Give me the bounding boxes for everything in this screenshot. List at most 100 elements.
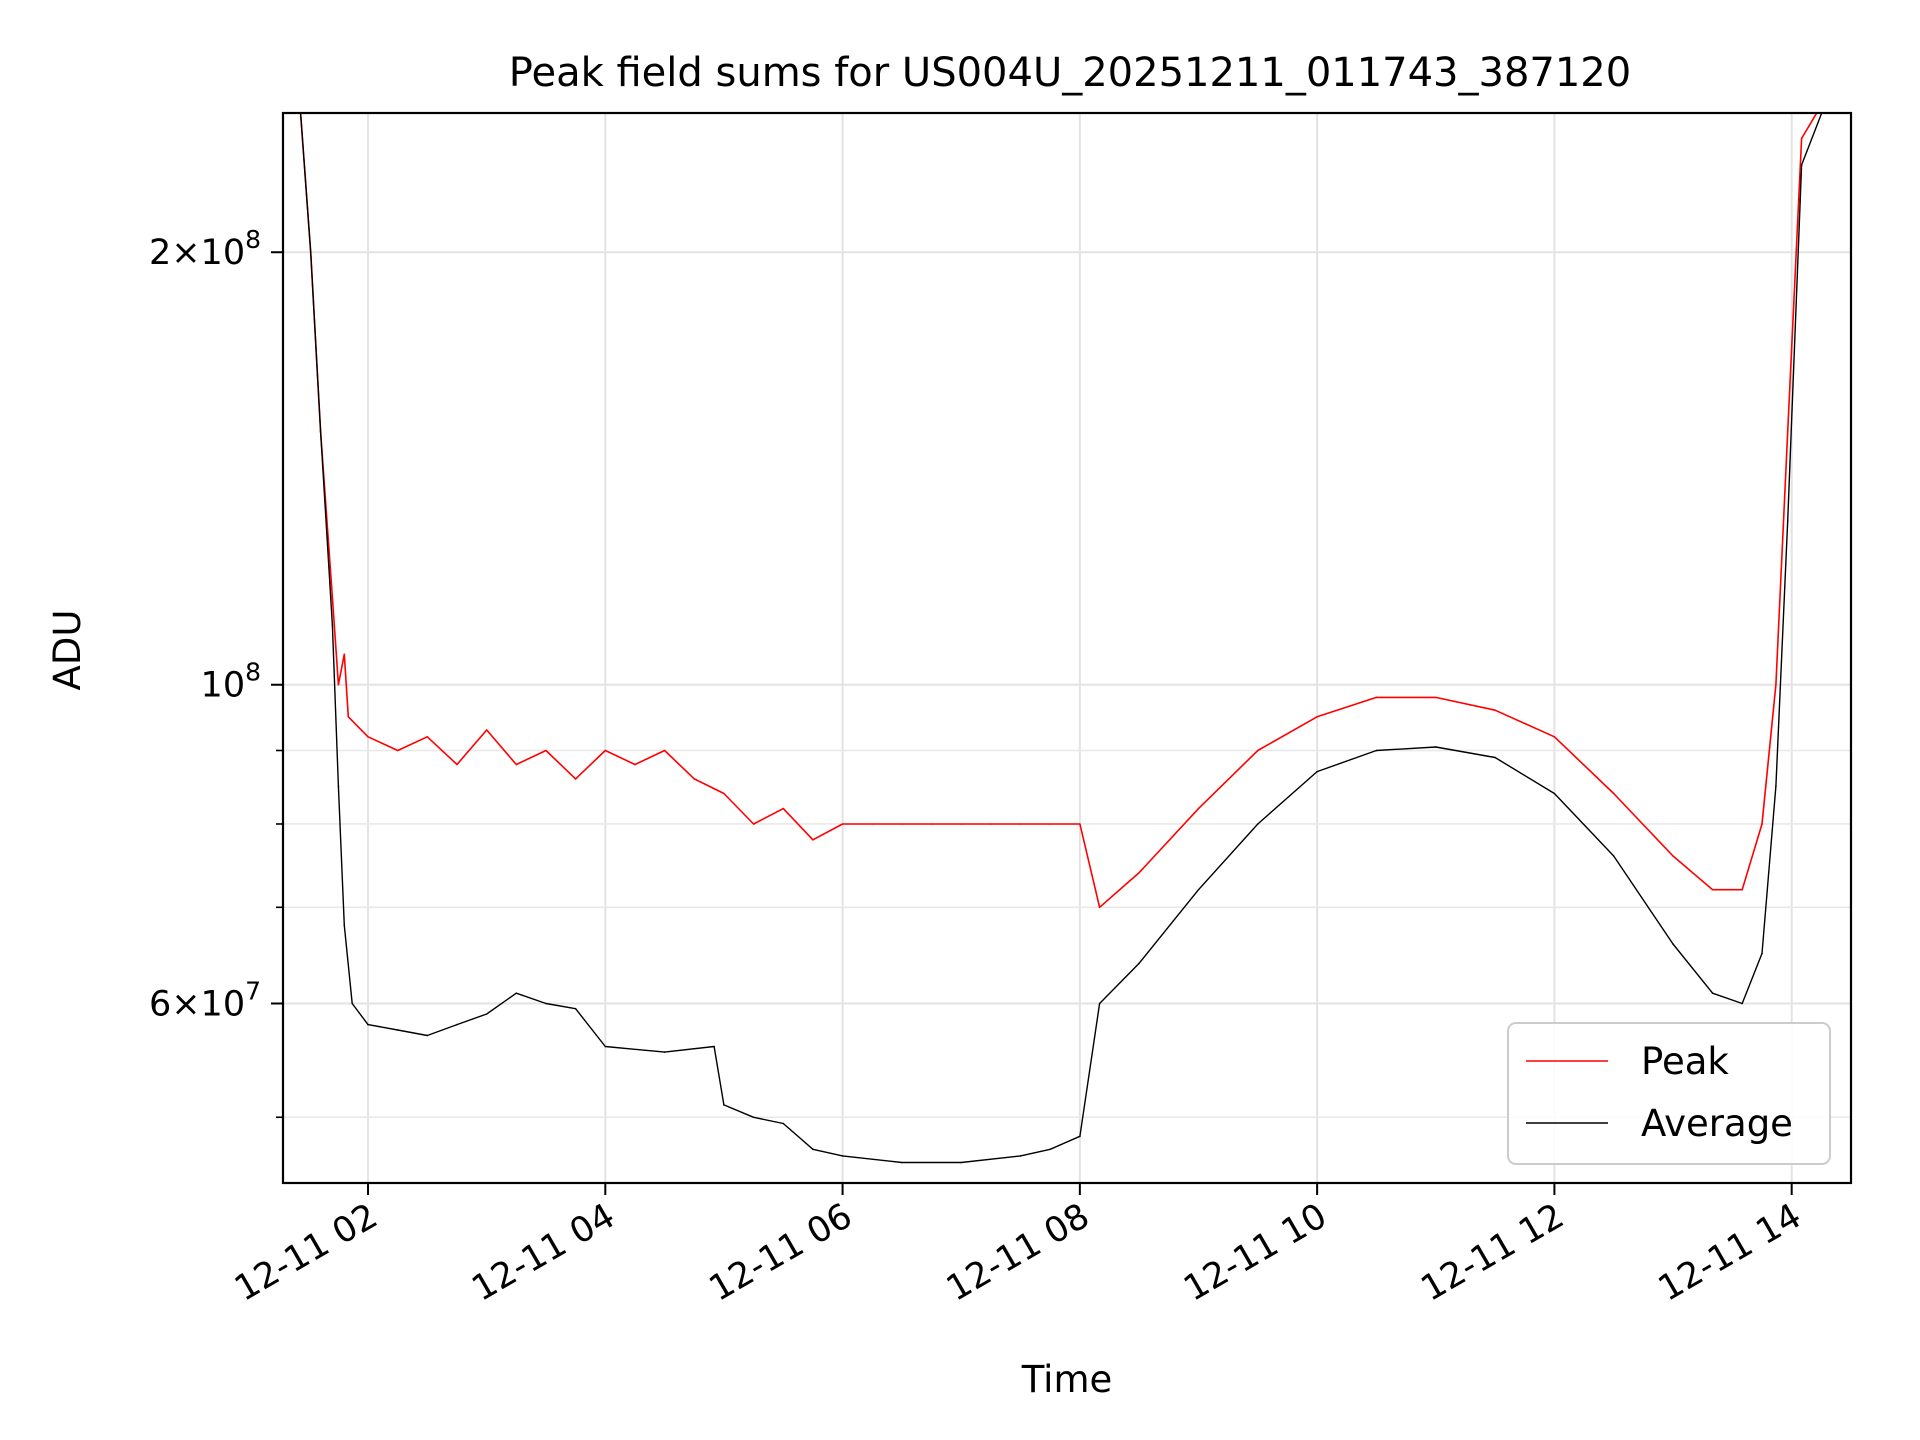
data-point-peak <box>782 807 785 810</box>
data-point-peak <box>1672 855 1674 857</box>
data-point-peak <box>841 823 844 825</box>
data-point-peak <box>634 763 636 766</box>
data-point-average <box>604 1045 607 1048</box>
data-point-peak <box>456 763 458 766</box>
data-point-peak <box>871 823 873 825</box>
data-point-average <box>337 785 340 787</box>
data-point-peak <box>1435 696 1437 699</box>
data-point-average <box>396 1029 399 1031</box>
data-point-average <box>1049 1148 1051 1151</box>
data-point-peak <box>545 749 547 752</box>
series-line-average <box>299 113 1823 1164</box>
data-point-peak <box>485 729 488 731</box>
data-point-average <box>331 624 334 627</box>
data-point-peak <box>515 763 518 766</box>
data-point-average <box>1612 855 1615 857</box>
data-point-average <box>1019 1155 1022 1157</box>
data-point-average <box>485 1013 488 1015</box>
data-point-average <box>901 1161 903 1164</box>
data-point-peak <box>347 716 350 718</box>
data-point-average <box>1672 943 1674 945</box>
data-point-peak <box>331 596 334 599</box>
data-point-average <box>1138 962 1140 964</box>
data-point-peak <box>1197 807 1200 810</box>
data-point-peak <box>337 683 340 686</box>
data-point-average <box>1800 164 1803 166</box>
data-point-peak <box>901 823 903 825</box>
data-point-peak <box>960 823 962 825</box>
data-point-peak <box>1138 871 1140 874</box>
data-point-average <box>663 1051 666 1053</box>
data-point-peak <box>1049 823 1051 825</box>
data-point-peak <box>1019 823 1022 825</box>
data-point-average <box>1435 746 1437 748</box>
data-point-average <box>1316 770 1318 773</box>
data-point-average <box>309 251 312 253</box>
data-point-average <box>752 1116 755 1119</box>
chart-title: Peak field sums for US004U_20251211_0117… <box>509 50 1631 96</box>
data-point-peak <box>1079 823 1081 825</box>
data-point-average <box>456 1023 458 1026</box>
legend-peak-label: Peak <box>1641 1040 1729 1083</box>
data-point-peak <box>1800 137 1803 140</box>
data-point-peak <box>1257 749 1259 752</box>
y-axis-label: ADU <box>46 610 89 691</box>
data-point-peak <box>1316 716 1318 718</box>
data-point-average <box>1786 520 1789 522</box>
data-point-average <box>1098 1002 1101 1005</box>
series-layer <box>299 113 1823 1164</box>
data-point-average <box>812 1148 814 1151</box>
data-point-peak <box>723 792 725 795</box>
data-point-peak <box>1375 696 1378 699</box>
data-point-average <box>367 1023 369 1026</box>
data-point-average <box>1775 785 1777 787</box>
data-point-average <box>960 1161 962 1164</box>
data-point-peak <box>1494 709 1496 711</box>
data-point-average <box>782 1122 785 1125</box>
data-point-average <box>1711 992 1714 994</box>
data-point-average <box>1761 952 1763 955</box>
y-tick-label: 2×108 <box>149 225 261 273</box>
y-tick-label: 6×107 <box>149 976 261 1024</box>
data-point-average <box>723 1104 725 1106</box>
data-point-peak <box>930 823 933 825</box>
data-point-average <box>426 1034 429 1037</box>
data-point-peak <box>343 653 346 656</box>
data-point-peak <box>1553 736 1556 738</box>
x-axis-label: Time <box>1021 1358 1113 1401</box>
data-point-peak <box>1761 823 1763 825</box>
data-point-peak <box>1711 888 1714 891</box>
legend-box <box>1507 1022 1831 1165</box>
data-point-average <box>1197 888 1200 891</box>
data-point-average <box>1553 792 1556 795</box>
plot-frame <box>281 111 1853 1185</box>
data-point-average <box>515 992 518 994</box>
legend: Peak Average <box>1507 1022 1831 1165</box>
data-point-peak <box>1741 888 1743 891</box>
data-point-peak <box>574 778 577 780</box>
data-point-average <box>1375 749 1378 752</box>
data-point-peak <box>1612 792 1615 795</box>
data-point-average <box>713 1045 715 1048</box>
data-point-average <box>1741 1002 1743 1005</box>
legend-average-label: Average <box>1641 1102 1793 1145</box>
data-point-average <box>319 430 322 433</box>
data-point-peak <box>1098 906 1101 909</box>
y-axis: 2×108 108 6×107 <box>149 225 283 1119</box>
data-point-average <box>1494 756 1496 759</box>
data-point-average <box>574 1007 577 1010</box>
data-point-peak <box>1775 683 1777 686</box>
data-point-peak <box>752 823 755 825</box>
data-point-peak <box>1786 430 1789 433</box>
data-point-peak <box>812 839 814 841</box>
series-line-peak <box>299 113 1818 909</box>
y-tick-label: 108 <box>201 658 261 706</box>
data-point-peak <box>396 749 399 752</box>
data-point-peak <box>663 749 666 752</box>
data-point-peak <box>367 736 369 738</box>
data-point-average <box>1257 823 1259 825</box>
data-point-peak <box>693 778 696 780</box>
data-point-peak <box>604 749 607 752</box>
